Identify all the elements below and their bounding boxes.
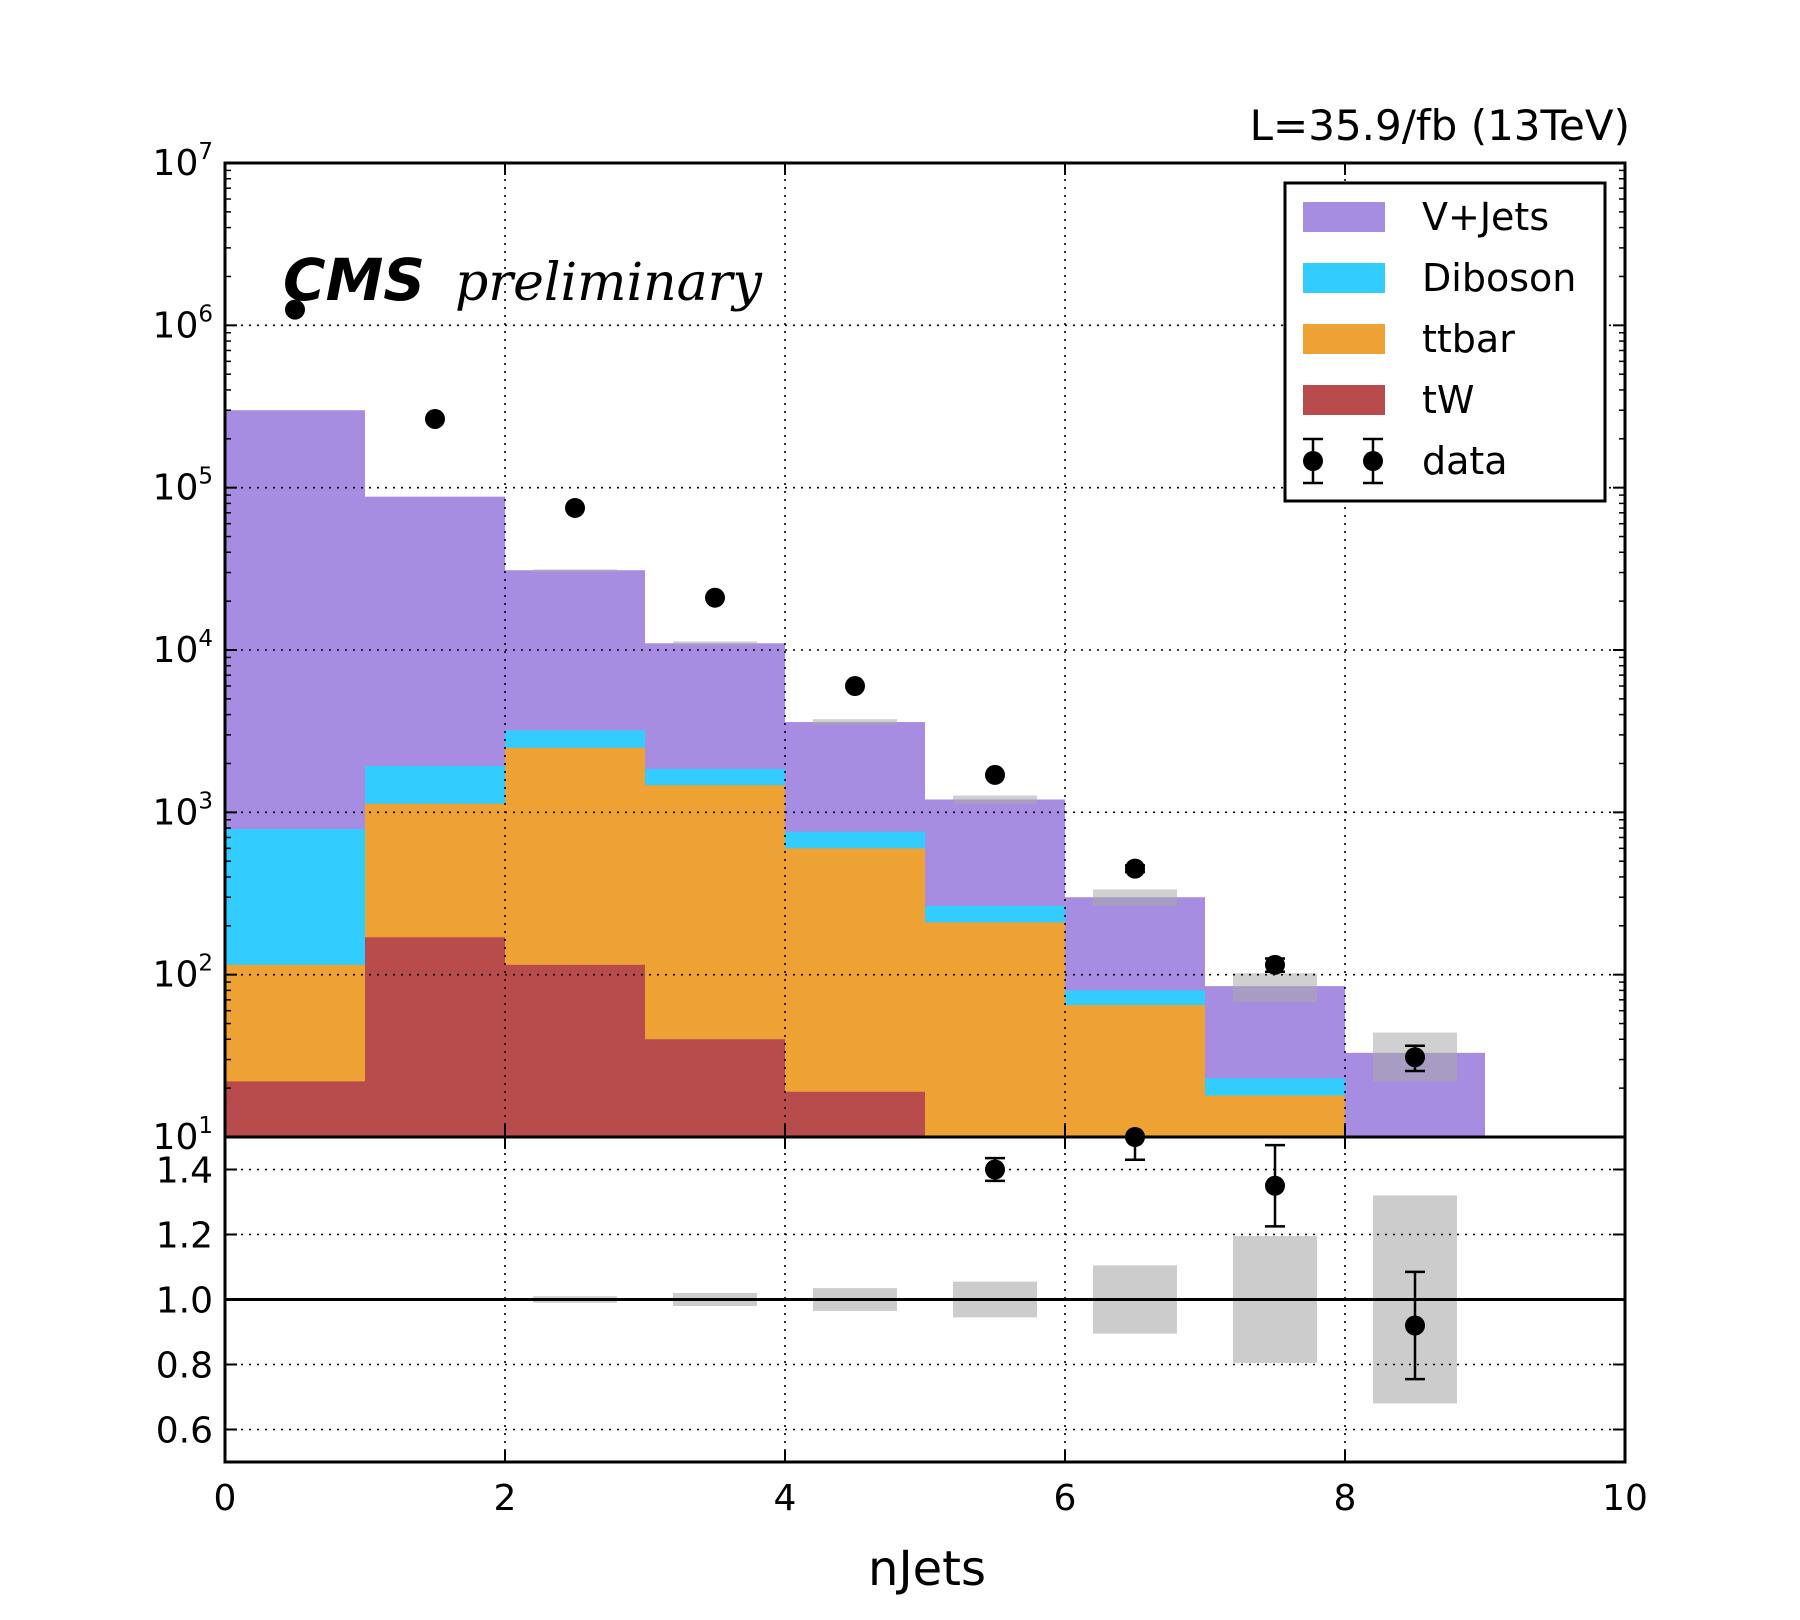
bar-tw-bin-1	[365, 937, 505, 1137]
preliminary-label: preliminary	[455, 253, 762, 313]
bar-ttbar-bin-6	[1065, 1005, 1205, 1137]
ratio-y-tick-label: 1.2	[156, 1216, 213, 1257]
mc-uncertainty-bin-6	[1093, 889, 1177, 906]
legend-data-marker	[1303, 451, 1323, 471]
ratio-points	[985, 1127, 1425, 1381]
ratio-axes-frame	[223, 1135, 1627, 1464]
ratio-y-tick-label: 1.0	[156, 1281, 213, 1322]
data-point	[285, 299, 305, 320]
data-points	[285, 299, 1425, 1073]
ratio-y-tick-label: 0.8	[156, 1346, 213, 1387]
x-tick-label: 8	[1334, 1478, 1357, 1519]
bar-ttbar-bin-7	[1205, 1095, 1345, 1137]
bar-ttbar-bin-4	[785, 848, 925, 1137]
y-tick-label: 101	[153, 1113, 213, 1158]
x-tick-label: 4	[774, 1478, 797, 1519]
data-point	[565, 497, 585, 518]
x-tick-label: 2	[494, 1478, 517, 1519]
mc-uncertainty-bin-2	[533, 569, 617, 572]
legend-label: V+Jets	[1422, 195, 1549, 239]
bar-tw-bin-4	[785, 1091, 925, 1137]
x-tick-label: 0	[214, 1478, 237, 1519]
legend: V+Jets Diboson ttbar tW data	[1283, 181, 1607, 503]
luminosity-label: L=35.9/fb (13TeV)	[1250, 101, 1630, 150]
main-grid	[225, 163, 1625, 1137]
mc-uncertainty-bin-3	[673, 641, 757, 646]
legend-label: data	[1422, 439, 1508, 483]
data-point	[1265, 954, 1285, 975]
legend-swatch-vjets	[1303, 202, 1385, 232]
y-tick-label: 106	[153, 301, 213, 346]
x-tick-label: 6	[1054, 1478, 1077, 1519]
mc-uncertainty-bin-5	[953, 795, 1037, 804]
main-panel: 101 102 103 104 105 106 107	[153, 139, 1625, 1158]
y-tick-label: 104	[153, 626, 213, 671]
ratio-y-tick-label: 0.6	[156, 1411, 213, 1452]
y-tick-label: 102	[153, 951, 213, 996]
ratio-point	[1265, 1175, 1285, 1196]
legend-swatch-ttbar	[1303, 324, 1385, 354]
ratio-point	[985, 1159, 1005, 1180]
ratio-y-axis: 0.6 0.8 1.0 1.2 1.4	[156, 1151, 1625, 1452]
x-axis-label: nJets	[868, 1541, 986, 1597]
legend-label: ttbar	[1422, 317, 1515, 361]
legend-label: Diboson	[1422, 256, 1576, 300]
data-point	[425, 408, 445, 429]
bar-ttbar-bin-5	[925, 922, 1065, 1137]
mc-uncertainty-bin-7	[1233, 973, 1317, 1002]
data-point	[705, 587, 725, 608]
legend-swatch-tw	[1303, 385, 1385, 415]
mc-uncertainty-bin-4	[813, 719, 897, 726]
legend-data-marker	[1363, 451, 1383, 471]
y-tick-label: 105	[153, 464, 213, 509]
y-tick-label: 103	[153, 788, 213, 833]
ratio-y-tick-label: 1.4	[156, 1151, 213, 1192]
stacked-histogram	[225, 410, 1485, 1138]
ratio-panel: 0.6 0.8 1.0 1.2 1.4 0 2 4 6 8 10	[156, 163, 1648, 1519]
x-tick-label: 10	[1602, 1478, 1648, 1519]
legend-swatch-diboson	[1303, 263, 1385, 293]
legend-label: tW	[1422, 378, 1474, 422]
axes-frames	[223, 161, 1627, 1464]
bar-tw-bin-0	[225, 1081, 365, 1137]
cms-label: CMS	[283, 246, 425, 314]
data-point	[845, 676, 865, 697]
y-tick-label: 107	[153, 139, 213, 184]
ratio-point	[1405, 1315, 1425, 1336]
data-point	[1405, 1047, 1425, 1068]
x-axis: 0 2 4 6 8 10	[214, 163, 1648, 1519]
bar-tw-bin-2	[505, 964, 645, 1137]
data-point	[1125, 858, 1145, 879]
data-point	[985, 764, 1005, 785]
bar-tw-bin-3	[645, 1039, 785, 1137]
